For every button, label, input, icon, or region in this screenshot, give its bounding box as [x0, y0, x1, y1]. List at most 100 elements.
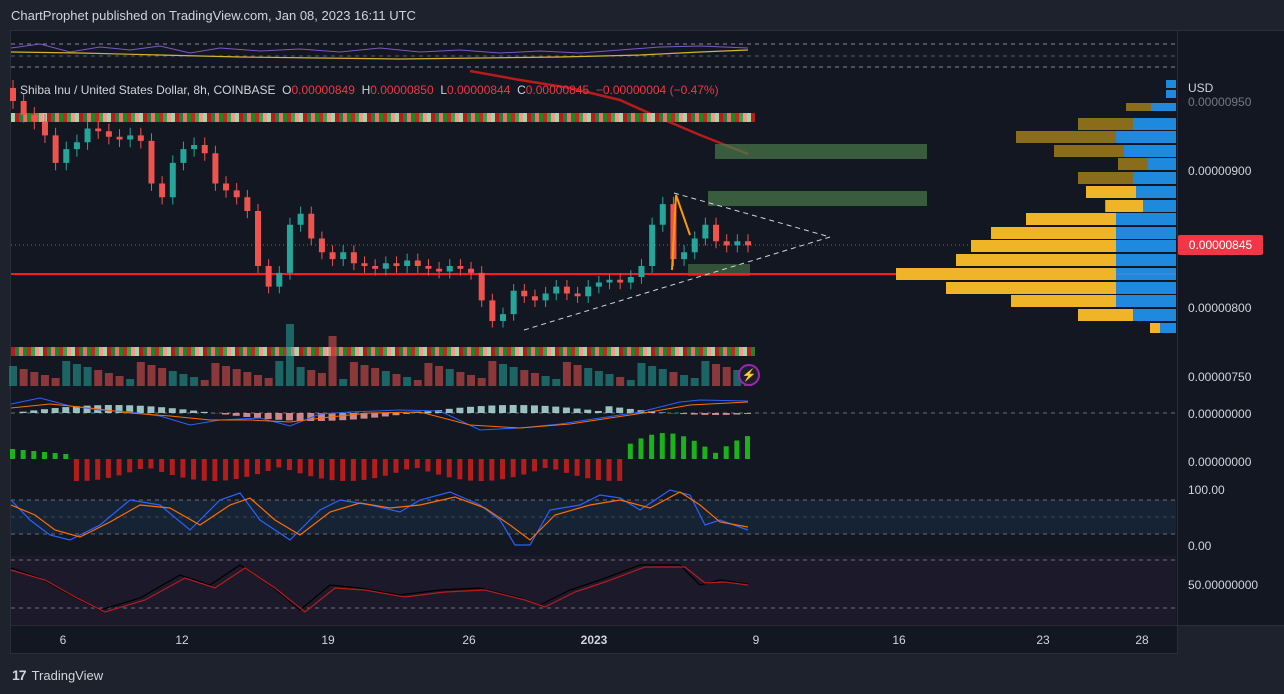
momentum-bar	[468, 459, 474, 481]
signal-cell	[567, 347, 571, 356]
tradingview-brand: TradingView	[31, 667, 104, 683]
candle-body	[20, 101, 27, 115]
signal-cell	[751, 113, 755, 122]
signal-cell	[203, 347, 207, 356]
signal-cell	[719, 113, 723, 122]
macd-histogram-bar	[445, 408, 453, 413]
momentum-bar	[105, 459, 111, 478]
macd-tick: 0.00000000	[1188, 407, 1252, 421]
macd-histogram-bar	[243, 413, 251, 418]
signal-cell	[127, 113, 131, 122]
price-tick-950: 0.00000950	[1188, 95, 1252, 109]
signal-cell	[455, 347, 459, 356]
volume-bar	[51, 378, 60, 386]
macd-histogram-bar	[349, 413, 357, 420]
time-scale[interactable]: 6 12 19 26 2023 9 16 23 28	[10, 626, 1178, 654]
signal-cell	[83, 113, 87, 122]
volume-bar	[605, 374, 614, 386]
signal-cell	[363, 347, 367, 356]
macd-histogram-bar	[573, 408, 581, 413]
momentum-bar	[52, 453, 58, 459]
momentum-bar	[233, 459, 239, 480]
candle-body	[446, 266, 453, 272]
momentum-bar	[41, 452, 47, 459]
signal-cell	[559, 113, 563, 122]
tradingview-logo[interactable]: 17 TradingView	[12, 667, 103, 683]
momentum-bar	[180, 459, 186, 478]
candle-body	[414, 260, 421, 266]
chart-pane[interactable]	[10, 30, 1178, 626]
signal-cell	[319, 113, 323, 122]
signal-cell	[599, 113, 603, 122]
volume-bar	[541, 376, 550, 386]
signal-cell	[323, 113, 327, 122]
momentum-bar	[393, 459, 399, 473]
candle-body	[638, 266, 645, 277]
signal-cell	[451, 113, 455, 122]
macd-histogram-bar	[222, 413, 230, 415]
momentum-bar	[414, 459, 420, 469]
price-scale[interactable]	[1178, 30, 1284, 626]
volume-bar	[467, 375, 476, 386]
signal-cell	[511, 347, 515, 356]
signal-cell	[735, 347, 739, 356]
ohlc-legend[interactable]: Shiba Inu / United States Dollar, 8h, CO…	[20, 83, 719, 97]
signal-cell	[123, 347, 127, 356]
macd-histogram-bar	[541, 405, 549, 413]
macd-histogram-bar	[296, 413, 304, 421]
candle-body	[457, 266, 464, 269]
volume-bar	[530, 373, 539, 386]
volume-bar	[573, 365, 582, 386]
momentum-bar	[308, 459, 314, 477]
macd-histogram-bar	[392, 413, 400, 416]
open-value: 0.00000849	[291, 83, 355, 97]
volume-bar	[339, 379, 348, 386]
momentum-bar	[670, 433, 676, 459]
volume-bar	[616, 377, 625, 386]
signal-cell	[35, 347, 39, 356]
signal-cell	[595, 113, 599, 122]
signal-cell	[291, 113, 295, 122]
symbol-title[interactable]: Shiba Inu / United States Dollar, 8h, CO…	[20, 83, 276, 97]
macd-histogram-bar	[62, 407, 70, 413]
volume-profile-sell	[1126, 103, 1151, 111]
signal-cell	[655, 113, 659, 122]
signal-cell	[331, 113, 335, 122]
volume-profile-sell	[1078, 118, 1133, 130]
volume-bar	[562, 362, 571, 386]
open-key: O	[282, 83, 292, 97]
signal-cell	[575, 113, 579, 122]
signal-cell	[107, 347, 111, 356]
signal-cell	[459, 113, 463, 122]
momentum-bar	[436, 459, 442, 475]
signal-cell	[627, 113, 631, 122]
volume-bar	[648, 366, 657, 386]
volume-profile-buy	[1116, 240, 1176, 252]
signal-cell	[163, 113, 167, 122]
time-label-19: 19	[321, 633, 335, 647]
momentum-bar	[73, 459, 79, 481]
signal-cell	[75, 113, 79, 122]
volume-bar	[147, 365, 156, 386]
tradingview-mark-icon: 17	[12, 667, 27, 683]
macd-histogram-bar	[594, 410, 602, 413]
lightning-icon[interactable]: ⚡	[738, 364, 760, 386]
momentum-bar	[681, 436, 687, 459]
candle-body	[63, 149, 70, 163]
volume-profile-sell	[1150, 323, 1160, 333]
signal-cell	[463, 347, 467, 356]
momentum-bar	[212, 459, 218, 481]
macd-histogram-bar	[179, 409, 187, 413]
momentum-bar	[20, 450, 26, 459]
macd-histogram-bar	[584, 409, 592, 413]
signal-cell	[355, 347, 359, 356]
momentum-bar	[63, 454, 69, 459]
signal-cell	[103, 113, 107, 122]
candle-body	[201, 145, 208, 154]
volume-bar	[520, 370, 529, 386]
signal-cell	[79, 113, 83, 122]
signal-cell	[207, 347, 211, 356]
candle-body	[745, 241, 751, 246]
candle-body	[734, 241, 741, 246]
signal-cell	[407, 347, 411, 356]
